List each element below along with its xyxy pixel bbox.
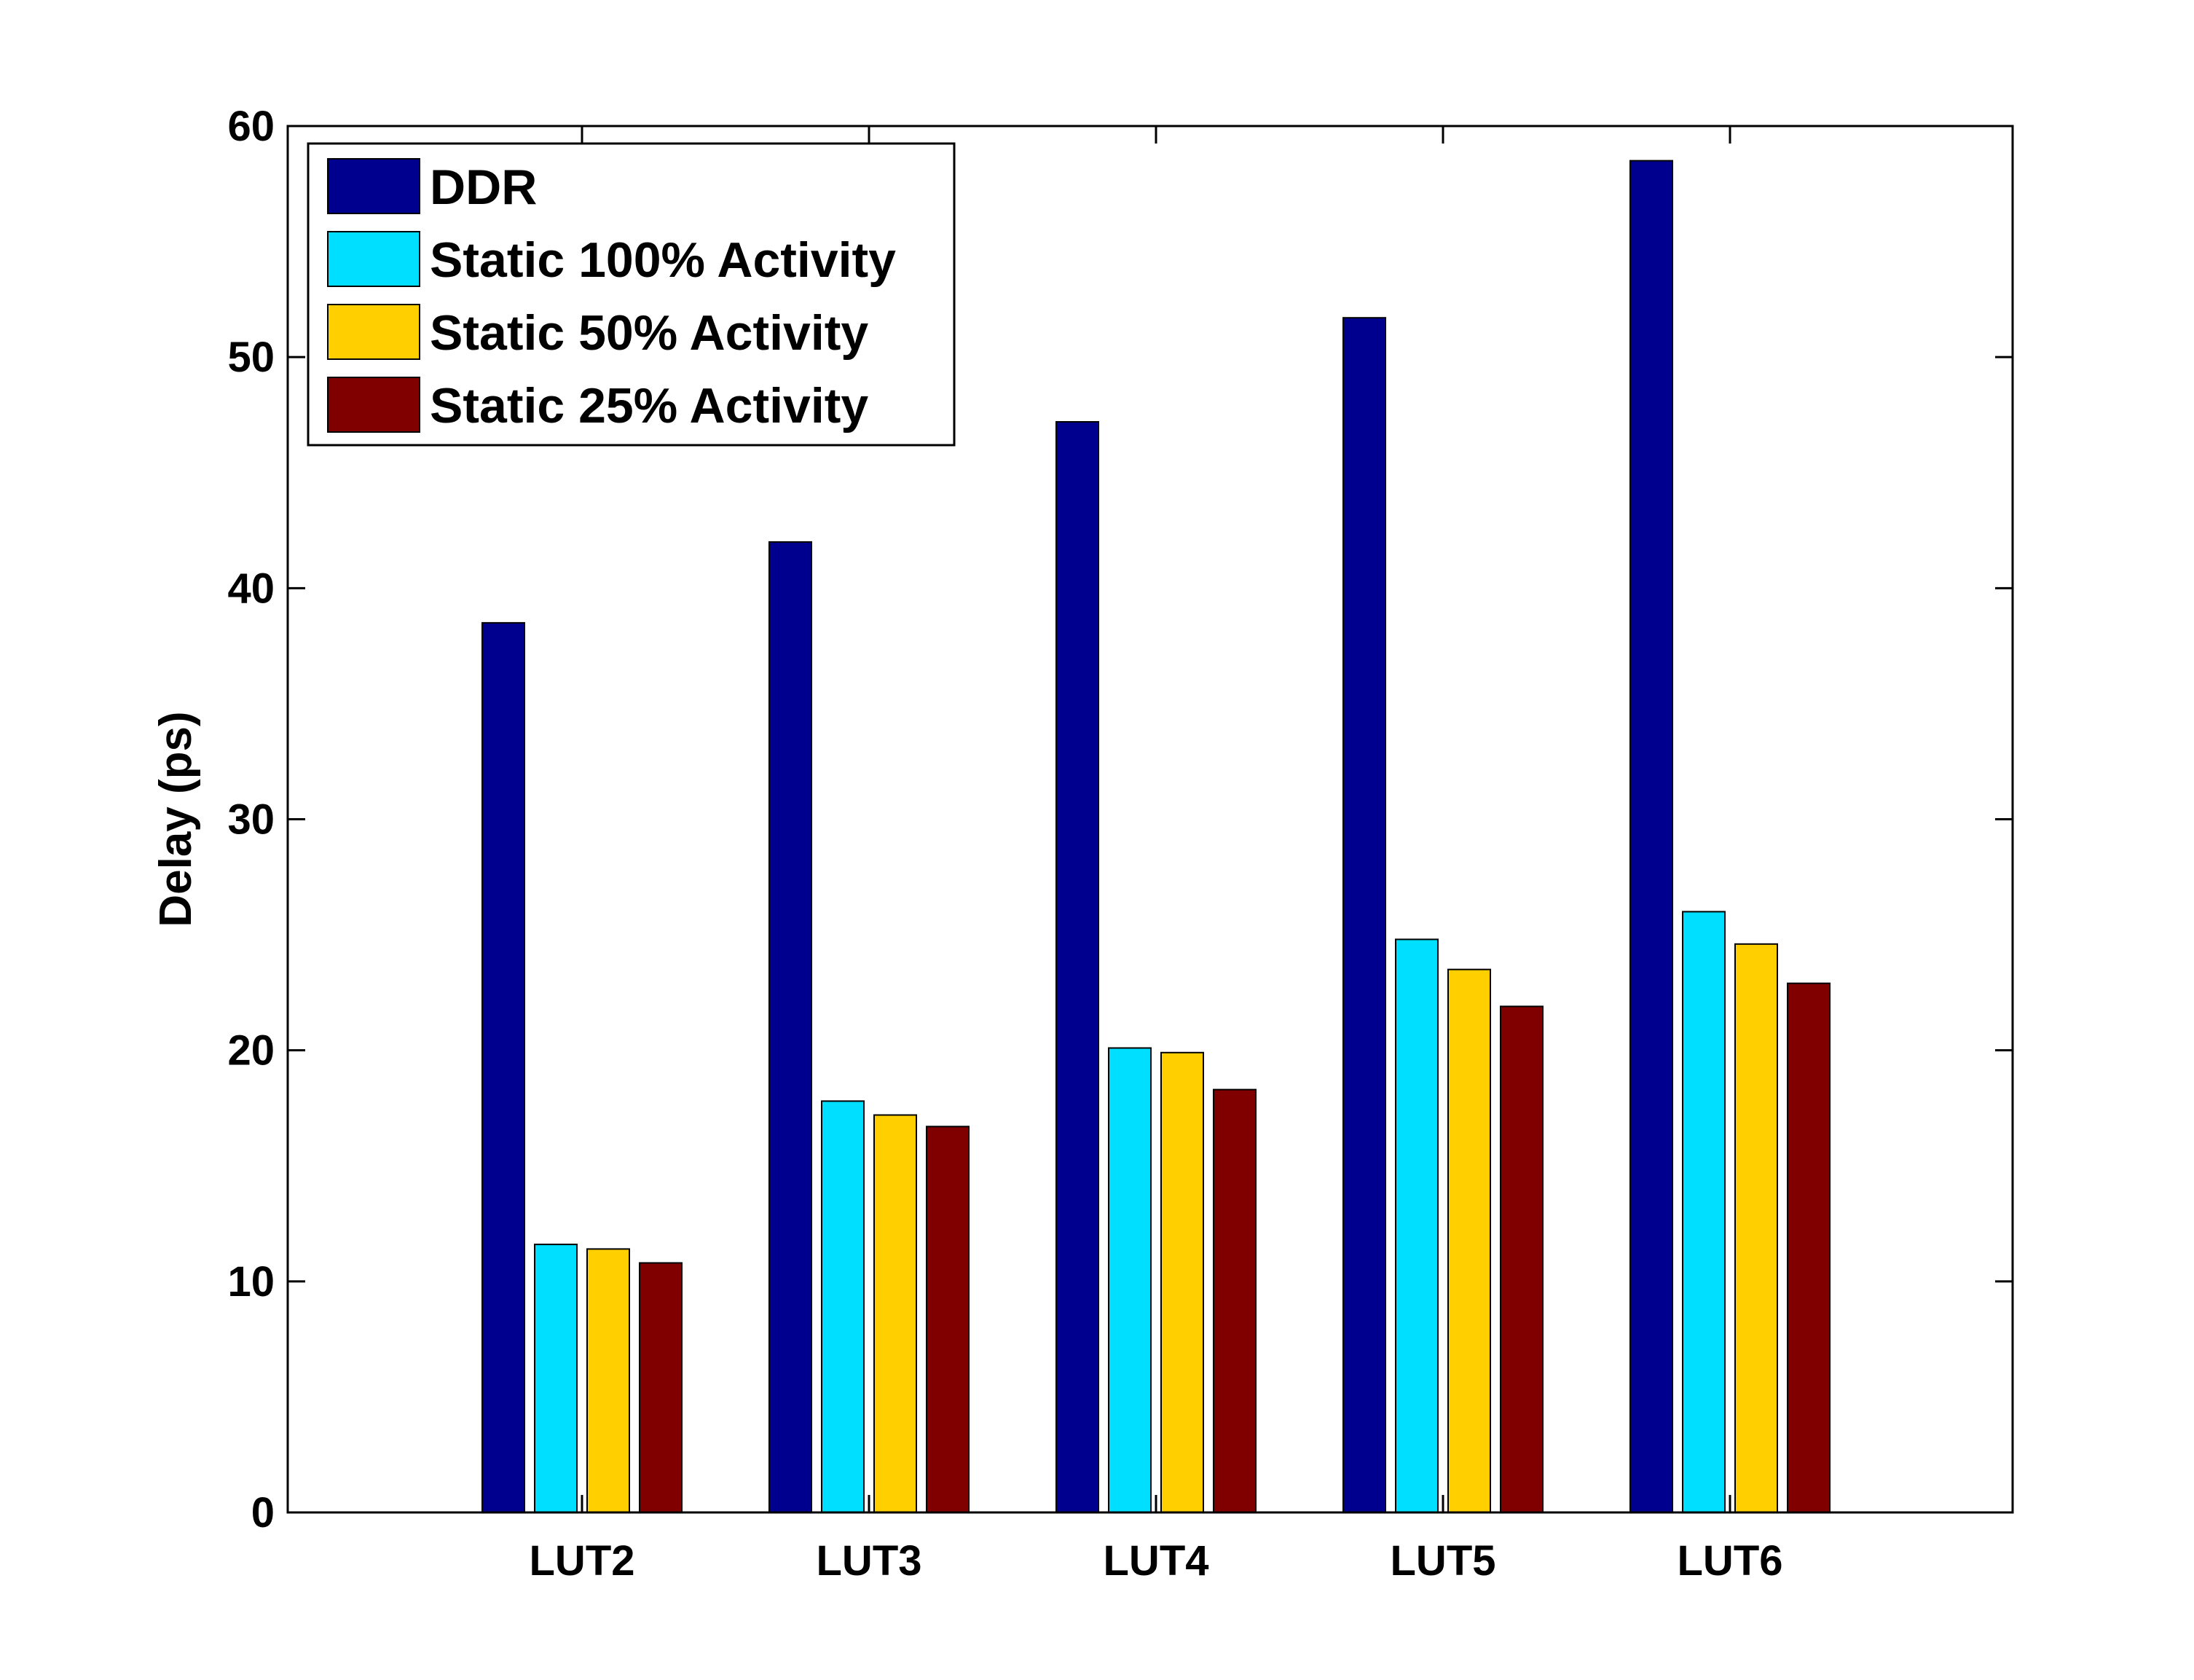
legend-label: Static 100% Activity: [430, 232, 896, 288]
bar-static-100-activity-lut4: [1108, 1047, 1152, 1513]
bar-static-50-activity-lut2: [586, 1248, 630, 1514]
bar-ddr-lut5: [1342, 317, 1386, 1514]
bar-ddr-lut2: [481, 621, 525, 1513]
legend: DDR Static 100% Activity Static 50% Activi…: [307, 142, 956, 447]
x-tick-label: LUT5: [1391, 1537, 1496, 1585]
bar-ddr-lut4: [1055, 421, 1099, 1513]
x-tick-label: LUT2: [530, 1537, 635, 1585]
legend-label: Static 50% Activity: [430, 305, 868, 361]
y-tick-label: 10: [227, 1258, 275, 1306]
x-tick-label: LUT6: [1678, 1537, 1783, 1585]
y-tick-label: 0: [251, 1489, 275, 1536]
bar-static-100-activity-lut5: [1395, 938, 1439, 1513]
x-tick-label: LUT3: [817, 1537, 922, 1585]
bars-layer: [481, 160, 1831, 1514]
ticks-layer: [288, 125, 2013, 1514]
legend-swatch: [327, 231, 420, 287]
y-tick-label: 50: [227, 334, 275, 381]
labels-layer: 0 10 20 30 40 50 60 LUT2 LUT3 LUT4 LUT5 LUT6: [227, 103, 1782, 1585]
x-tick-label: LUT4: [1104, 1537, 1209, 1585]
bar-static-25-activity-lut5: [1500, 1005, 1544, 1513]
bar-ddr-lut3: [768, 541, 812, 1513]
legend-label: DDR: [430, 160, 537, 215]
bar-static-25-activity-lut6: [1787, 982, 1831, 1513]
legend-swatch: [327, 304, 420, 360]
y-tick-label: 40: [227, 565, 275, 612]
legend-label: Static 25% Activity: [430, 378, 868, 433]
bar-static-25-activity-lut3: [926, 1126, 970, 1514]
bar-static-50-activity-lut3: [873, 1114, 917, 1513]
bar-ddr-lut6: [1629, 160, 1673, 1514]
bar-static-25-activity-lut4: [1213, 1088, 1257, 1513]
legend-swatch: [327, 377, 420, 433]
y-tick-label: 20: [227, 1027, 275, 1075]
bar-static-50-activity-lut5: [1447, 968, 1491, 1513]
y-axis-title: Delay (ps): [151, 711, 201, 927]
bar-static-50-activity-lut6: [1734, 943, 1778, 1514]
legend-swatch: [327, 158, 420, 214]
bar-static-100-activity-lut6: [1682, 911, 1726, 1513]
bar-static-50-activity-lut4: [1160, 1051, 1204, 1514]
y-tick-label: 60: [227, 103, 275, 150]
bar-static-25-activity-lut2: [639, 1262, 683, 1513]
bar-static-100-activity-lut2: [534, 1244, 578, 1513]
bar-static-100-activity-lut3: [821, 1100, 865, 1513]
y-tick-label: 30: [227, 796, 275, 844]
